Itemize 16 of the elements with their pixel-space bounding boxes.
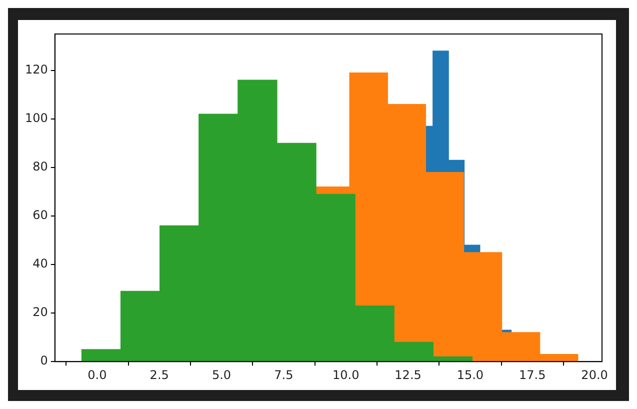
x-tick-label: 20.0	[581, 368, 608, 382]
x-tick-label: 2.5	[150, 368, 169, 382]
y-tick-label: 20	[32, 305, 48, 320]
y-tick-label: 100	[25, 111, 48, 126]
x-tick-label: 7.5	[274, 368, 294, 382]
x-tick-label: 5.0	[212, 368, 232, 382]
y-tick-label: 120	[25, 62, 48, 77]
y-tick-label: 60	[32, 208, 48, 222]
x-tick-label: 12.5	[394, 368, 422, 382]
x-tick-label: 0.0	[88, 368, 107, 382]
x-tick-label: 10.0	[332, 368, 360, 382]
y-tick-label: 0	[40, 354, 48, 368]
y-tick-label: 40	[32, 256, 48, 271]
y-tick-label: 80	[32, 160, 48, 174]
x-tick-label: 15.0	[456, 368, 484, 382]
x-tick-label: 17.5	[519, 368, 546, 382]
